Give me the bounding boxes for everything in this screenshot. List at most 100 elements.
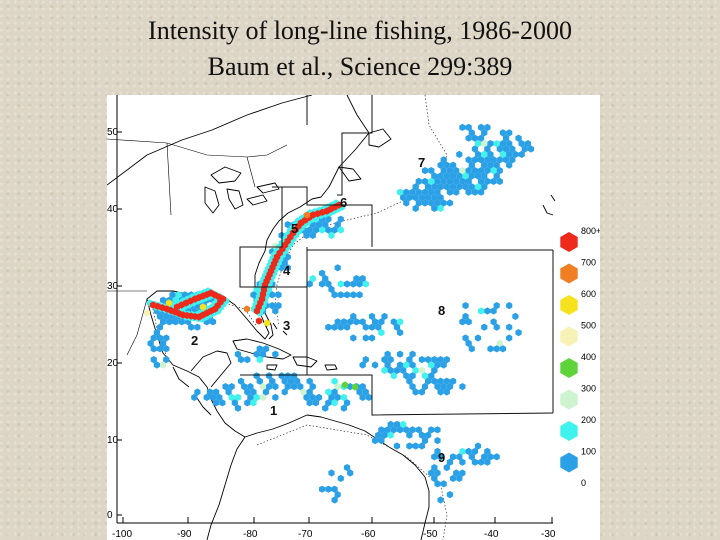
effort-cell <box>478 167 485 175</box>
effort-cell <box>518 140 525 148</box>
legend-label: 500 <box>581 321 596 331</box>
effort-cell <box>431 453 438 461</box>
effort-cell <box>347 383 354 391</box>
effort-cell <box>340 318 348 326</box>
effort-cell <box>362 388 369 396</box>
longitude-tick-label: -70 <box>298 529 313 540</box>
fishing-effort-cells <box>143 123 535 504</box>
effort-cell <box>428 361 435 369</box>
longitude-tick-label: -80 <box>243 529 258 540</box>
effort-cell <box>449 453 457 461</box>
effort-cell <box>259 393 266 401</box>
effort-cell <box>490 177 497 185</box>
effort-cell <box>381 312 388 320</box>
region-number-6: 6 <box>340 195 347 210</box>
effort-cell <box>493 172 500 180</box>
effort-cell <box>474 172 482 180</box>
longitude-tick-label: -30 <box>541 529 556 540</box>
effort-cell <box>471 188 478 196</box>
effort-cell <box>328 285 335 293</box>
effort-cell <box>403 361 410 369</box>
effort-cell <box>512 312 519 320</box>
effort-cell <box>334 393 341 401</box>
effort-cell <box>465 123 472 131</box>
effort-cell <box>303 231 310 239</box>
effort-cell <box>331 377 338 385</box>
legend-label: 800+ <box>581 226 600 236</box>
effort-cell <box>443 464 450 472</box>
effort-cell <box>449 161 457 169</box>
effort-cell <box>412 204 419 212</box>
legend-swatch <box>560 389 578 410</box>
effort-cell <box>453 188 460 196</box>
effort-cell <box>331 226 338 234</box>
effort-cell <box>428 199 435 207</box>
effort-cell <box>515 329 522 337</box>
effort-cell <box>172 318 179 326</box>
effort-cell <box>281 388 288 396</box>
effort-cell <box>409 188 416 196</box>
effort-cell <box>400 366 407 374</box>
effort-cell <box>281 377 288 385</box>
effort-cell <box>440 480 447 488</box>
effort-cell <box>421 372 429 380</box>
effort-cell <box>390 426 397 434</box>
effort-cell <box>428 188 435 196</box>
legend-label: 0 <box>581 478 586 488</box>
effort-cell <box>253 372 260 380</box>
effort-cell <box>312 399 319 407</box>
effort-cell <box>490 167 497 175</box>
effort-cell <box>437 194 444 202</box>
effort-cell <box>443 172 450 180</box>
effort-cell <box>250 388 257 396</box>
effort-cell <box>456 474 463 482</box>
effort-cell <box>412 388 419 396</box>
effort-cell <box>403 426 410 434</box>
effort-cell <box>359 361 366 369</box>
effort-cell <box>334 318 341 326</box>
effort-cell <box>284 383 291 391</box>
effort-cell <box>331 399 338 407</box>
effort-cell <box>340 393 348 401</box>
effort-cell <box>412 442 419 450</box>
effort-cell <box>409 426 416 434</box>
effort-cell <box>502 156 510 164</box>
effort-cell <box>437 453 444 461</box>
effort-cell <box>403 199 410 207</box>
effort-cell <box>487 453 494 461</box>
effort-cell <box>515 134 522 142</box>
effort-cell <box>309 231 316 239</box>
effort-cell <box>487 345 494 353</box>
effort-cell <box>393 442 401 450</box>
effort-cell <box>234 350 242 358</box>
effort-cell <box>337 226 344 234</box>
effort-cell <box>465 134 472 142</box>
effort-cell <box>403 372 410 380</box>
effort-cell <box>425 356 432 364</box>
effort-cell <box>359 275 366 283</box>
effort-cell <box>328 393 335 401</box>
effort-cell <box>315 393 323 401</box>
effort-cell <box>325 399 332 407</box>
effort-cell <box>160 318 167 326</box>
effort-cell <box>431 356 438 364</box>
effort-cell <box>156 345 164 353</box>
effort-cell <box>262 345 270 353</box>
effort-cell <box>493 323 500 331</box>
effort-cell <box>306 280 313 288</box>
effort-cell <box>156 334 164 342</box>
effort-cell <box>502 134 510 142</box>
region-number-2: 2 <box>191 333 198 348</box>
effort-cell <box>443 377 450 385</box>
effort-cell <box>269 291 276 299</box>
effort-cell <box>412 366 419 374</box>
effort-cell <box>481 172 488 180</box>
effort-cell <box>459 469 466 477</box>
effort-cell <box>343 399 351 407</box>
effort-cell <box>506 302 513 310</box>
effort-cell <box>474 442 482 450</box>
effort-cell <box>493 161 500 169</box>
effort-cell <box>502 145 510 153</box>
effort-cell <box>175 291 182 299</box>
effort-cell <box>234 393 242 401</box>
